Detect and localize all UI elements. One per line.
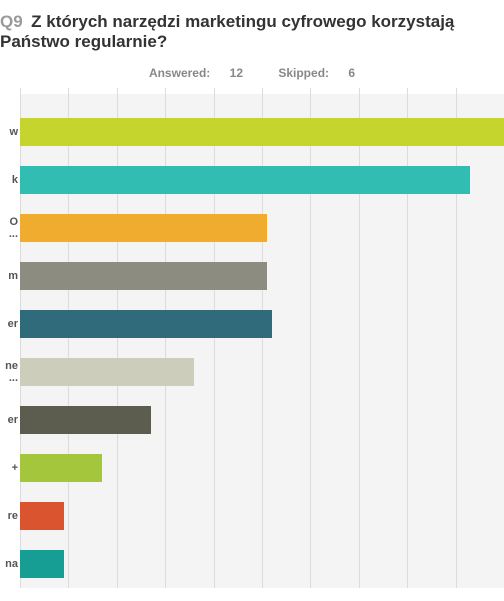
chart-row: er [0,300,504,348]
chart-row: er [0,396,504,444]
question-header: Q9 Z których narzędzi marketingu cyfrowe… [0,0,504,58]
chart-row: na [0,540,504,588]
chart-row: w [0,108,504,156]
answered-value: 12 [230,66,243,80]
chart-row: ne ... [0,348,504,396]
category-label: + [0,462,20,474]
bar [20,502,64,530]
answered-label: Answered: [149,66,210,80]
chart-row: k [0,156,504,204]
bar-track [20,252,504,300]
bar [20,166,470,194]
bar-track [20,156,504,204]
bar-track [20,396,504,444]
category-label: w [0,126,20,138]
skipped-container: Skipped: 6 [270,66,363,80]
category-label: k [0,174,20,186]
category-label: re [0,510,20,522]
bar-track [20,300,504,348]
chart-rows: w k O ... m er ne ... er + re na [0,94,504,588]
bar [20,310,272,338]
category-label: ne ... [0,360,20,384]
response-meta: Answered: 12 Skipped: 6 [0,66,504,80]
chart-row: m [0,252,504,300]
bar [20,550,64,578]
question-text: Z których narzędzi marketingu cyfrowego … [0,12,454,51]
chart-row: O ... [0,204,504,252]
bar [20,406,151,434]
bar-track [20,204,504,252]
bar [20,262,267,290]
bar [20,358,194,386]
skipped-value: 6 [348,66,355,80]
bar [20,214,267,242]
bar [20,118,504,146]
bar-track [20,540,504,588]
chart-row: re [0,492,504,540]
bar-track [20,444,504,492]
question-number: Q9 [0,12,23,31]
category-label: er [0,318,20,330]
bar-chart: w k O ... m er ne ... er + re na [0,94,504,588]
bar-track [20,348,504,396]
bar-track [20,492,504,540]
category-label: na [0,558,20,570]
category-label: O ... [0,216,20,240]
chart-row: + [0,444,504,492]
bar-track [20,108,504,156]
skipped-label: Skipped: [278,66,329,80]
bar [20,454,102,482]
category-label: m [0,270,20,282]
category-label: er [0,414,20,426]
answered-container: Answered: 12 [141,66,254,80]
